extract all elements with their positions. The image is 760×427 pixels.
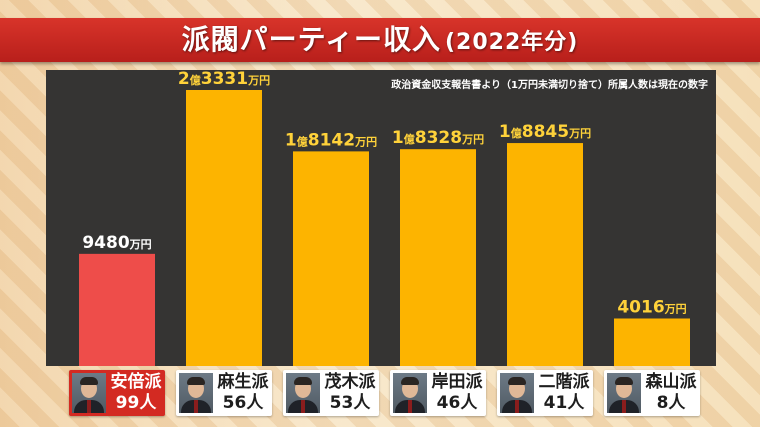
member-count: 99人 [115, 393, 157, 413]
member-count: 41人 [543, 393, 585, 413]
value-label-3: 1億8328万円 [392, 128, 484, 148]
value-label-0: 9480万円 [82, 233, 151, 253]
member-count: 8人 [656, 393, 686, 413]
member-count: 56人 [222, 393, 264, 413]
portrait-photo [607, 373, 641, 413]
title-suffix: (2022年分) [444, 30, 579, 55]
faction-label-3: 岸田派 46人 [390, 370, 486, 416]
faction-label-0: 安倍派 99人 [69, 370, 165, 416]
member-count: 46人 [436, 393, 478, 413]
bar-4 [507, 143, 583, 366]
title-main: 派閥パーティー収入 [181, 23, 441, 56]
portrait-photo [179, 373, 213, 413]
faction-name: 安倍派 [110, 372, 162, 392]
faction-name: 森山派 [645, 372, 697, 392]
portrait-photo [286, 373, 320, 413]
portrait-photo [500, 373, 534, 413]
faction-name: 茂木派 [324, 372, 376, 392]
bar-3 [400, 149, 476, 366]
value-label-4: 1億8845万円 [499, 122, 591, 142]
faction-label-1: 麻生派 56人 [176, 370, 272, 416]
portrait-photo [393, 373, 427, 413]
faction-name: 二階派 [538, 372, 590, 392]
member-count: 53人 [329, 393, 371, 413]
plot-area [46, 70, 716, 366]
faction-label-5: 森山派 8人 [604, 370, 700, 416]
chart-title: 派閥パーティー収入 (2022年分) [0, 18, 760, 62]
faction-label-4: 二階派 41人 [497, 370, 593, 416]
faction-label-2: 茂木派 53人 [283, 370, 379, 416]
bar-0 [79, 253, 155, 366]
faction-name: 麻生派 [217, 372, 269, 392]
bar-2 [293, 151, 369, 366]
portrait-photo [72, 373, 106, 413]
bar-5 [614, 318, 690, 366]
title-banner [0, 18, 760, 62]
value-label-2: 1億8142万円 [285, 130, 377, 150]
value-label-1: 2億3331万円 [178, 69, 270, 89]
value-label-5: 4016万円 [617, 297, 686, 317]
bar-1 [186, 90, 262, 366]
faction-name: 岸田派 [431, 372, 483, 392]
source-note: 政治資金収支報告書より（1万円未満切り捨て）所属人数は現在の数字 [391, 80, 708, 91]
